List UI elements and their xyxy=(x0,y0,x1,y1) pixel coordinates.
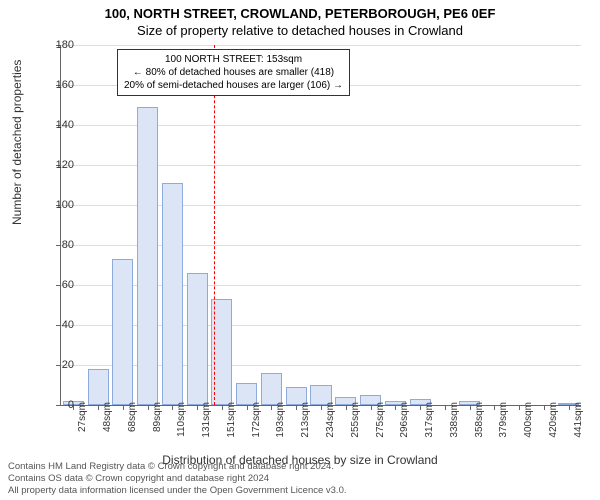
ytick-label: 140 xyxy=(44,119,74,131)
chart-container: 100, NORTH STREET, CROWLAND, PETERBOROUG… xyxy=(0,0,600,500)
xtick-mark xyxy=(321,405,322,410)
xtick-label: 234sqm xyxy=(325,402,336,438)
ytick-label: 120 xyxy=(44,159,74,171)
annotation-line-1: 100 NORTH STREET: 153sqm xyxy=(124,53,343,66)
xtick-label: 172sqm xyxy=(251,402,262,438)
xtick-label: 338sqm xyxy=(449,402,460,438)
xtick-mark xyxy=(395,405,396,410)
histogram-bar xyxy=(261,373,282,405)
annotation-line-2: ← 80% of detached houses are smaller (41… xyxy=(124,66,343,79)
xtick-mark xyxy=(271,405,272,410)
xtick-mark xyxy=(197,405,198,410)
xtick-label: 110sqm xyxy=(176,402,187,437)
xtick-mark xyxy=(494,405,495,410)
xtick-mark xyxy=(346,405,347,410)
xtick-mark xyxy=(420,405,421,410)
xtick-mark xyxy=(296,405,297,410)
footer-line-2: Contains OS data © Crown copyright and d… xyxy=(8,473,347,485)
annotation-line-3: 20% of semi-detached houses are larger (… xyxy=(124,79,343,92)
xtick-mark xyxy=(247,405,248,410)
xtick-mark xyxy=(470,405,471,410)
xtick-label: 317sqm xyxy=(424,402,435,438)
xtick-label: 400sqm xyxy=(523,402,534,438)
footer-attribution: Contains HM Land Registry data © Crown c… xyxy=(8,461,347,497)
title-line-2: Size of property relative to detached ho… xyxy=(0,21,600,38)
xtick-mark xyxy=(445,405,446,410)
xtick-label: 48sqm xyxy=(102,402,113,432)
xtick-label: 131sqm xyxy=(201,402,212,438)
xtick-label: 151sqm xyxy=(226,402,237,438)
gridline xyxy=(61,45,581,46)
xtick-label: 27sqm xyxy=(77,402,88,432)
reference-line xyxy=(214,45,215,405)
xtick-label: 213sqm xyxy=(300,402,311,438)
ytick-label: 100 xyxy=(44,199,74,211)
ytick-label: 40 xyxy=(44,319,74,331)
histogram-bar xyxy=(137,107,158,405)
xtick-mark xyxy=(172,405,173,410)
ytick-label: 60 xyxy=(44,279,74,291)
xtick-label: 441sqm xyxy=(573,402,584,438)
xtick-label: 255sqm xyxy=(350,402,361,438)
ytick-label: 160 xyxy=(44,79,74,91)
footer-line-3: All property data information licensed u… xyxy=(8,485,347,497)
xtick-label: 379sqm xyxy=(498,402,509,438)
ytick-label: 80 xyxy=(44,239,74,251)
xtick-label: 420sqm xyxy=(548,402,559,438)
xtick-mark xyxy=(519,405,520,410)
y-axis-label: Number of detached properties xyxy=(10,60,24,225)
footer-line-1: Contains HM Land Registry data © Crown c… xyxy=(8,461,347,473)
title-line-1: 100, NORTH STREET, CROWLAND, PETERBOROUG… xyxy=(0,0,600,21)
histogram-bar xyxy=(187,273,208,405)
histogram-bar xyxy=(162,183,183,405)
xtick-label: 358sqm xyxy=(474,402,485,438)
xtick-label: 275sqm xyxy=(375,402,386,438)
chart-plot-area: 27sqm48sqm68sqm89sqm110sqm131sqm151sqm17… xyxy=(60,45,581,406)
xtick-label: 296sqm xyxy=(399,402,410,438)
xtick-mark xyxy=(544,405,545,410)
ytick-label: 180 xyxy=(44,39,74,51)
xtick-label: 68sqm xyxy=(127,402,138,432)
ytick-label: 20 xyxy=(44,359,74,371)
annotation-box: 100 NORTH STREET: 153sqm ← 80% of detach… xyxy=(117,49,350,96)
xtick-mark xyxy=(222,405,223,410)
xtick-mark xyxy=(123,405,124,410)
xtick-mark xyxy=(569,405,570,410)
histogram-bar xyxy=(88,369,109,405)
xtick-label: 193sqm xyxy=(275,402,286,438)
xtick-mark xyxy=(98,405,99,410)
xtick-mark xyxy=(148,405,149,410)
xtick-mark xyxy=(371,405,372,410)
ytick-label: 0 xyxy=(44,399,74,411)
histogram-bar xyxy=(112,259,133,405)
xtick-label: 89sqm xyxy=(152,402,163,432)
